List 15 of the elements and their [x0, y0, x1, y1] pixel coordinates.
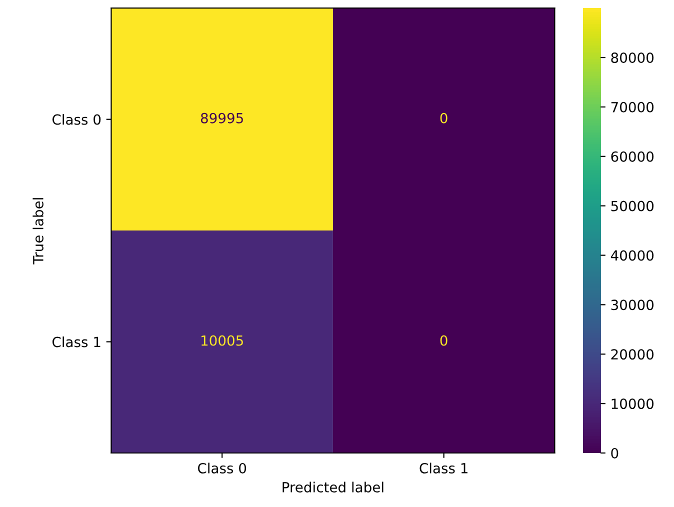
data-label: 89995	[200, 112, 243, 124]
color-bar-label: 80000	[611, 52, 654, 63]
color-bar-label: 50000	[611, 200, 654, 212]
color-bar-label: 0	[611, 448, 618, 458]
color-bar-label: 10000	[612, 398, 654, 410]
color-bar-label: 30000	[611, 300, 654, 310]
color-bar-label: 20000	[611, 349, 654, 360]
color-bar-label: 60000	[611, 151, 654, 162]
x-axis-title: Predicted label	[282, 482, 384, 492]
color-bar-label: 70000	[611, 102, 654, 112]
data-label: 0	[440, 335, 448, 346]
data-label: 10005	[202, 335, 243, 346]
y-axis-title: True label	[32, 198, 44, 264]
color-bar-label: 40000	[610, 250, 654, 261]
data-label: 0	[440, 112, 448, 124]
